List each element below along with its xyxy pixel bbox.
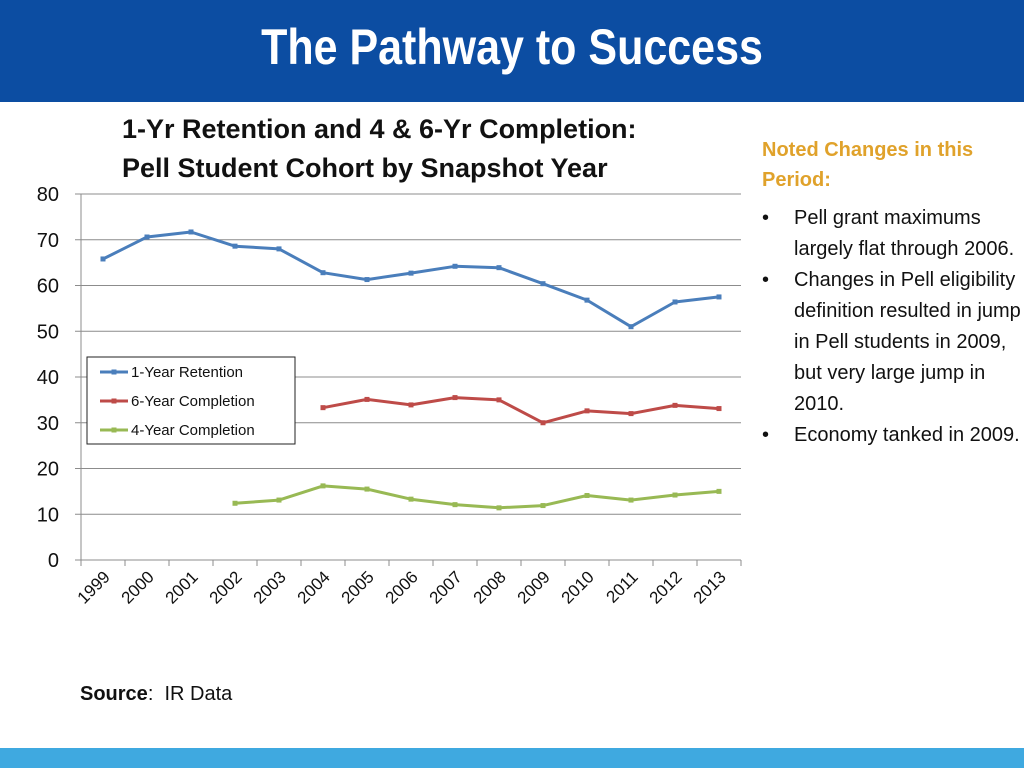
data-point xyxy=(496,397,502,403)
y-tick-label: 50 xyxy=(37,321,59,343)
data-point xyxy=(276,246,282,252)
y-tick-label: 20 xyxy=(37,459,59,481)
data-point xyxy=(716,406,722,412)
data-point xyxy=(540,420,546,426)
data-point xyxy=(452,395,458,401)
x-tick-label: 2002 xyxy=(206,567,246,607)
legend-marker xyxy=(111,398,117,404)
header-bar: The Pathway to Success xyxy=(0,0,1024,102)
data-point xyxy=(364,277,370,283)
data-point xyxy=(496,265,502,271)
note-item: • Pell grant maximums largely flat throug… xyxy=(760,203,1022,265)
data-point xyxy=(496,505,502,511)
x-tick-label: 2013 xyxy=(690,567,730,607)
data-point xyxy=(100,256,106,262)
y-tick-label: 0 xyxy=(48,550,59,572)
data-point xyxy=(408,496,414,502)
data-point xyxy=(276,497,282,503)
data-point xyxy=(628,324,634,330)
x-tick-label: 2006 xyxy=(382,567,422,607)
data-point xyxy=(232,243,238,249)
series-line xyxy=(102,230,720,329)
data-point xyxy=(452,502,458,508)
data-point xyxy=(672,492,678,498)
data-point xyxy=(716,294,722,300)
data-point xyxy=(540,281,546,287)
chart-legend: 1-Year Retention 6-Year Completion 4-Year … xyxy=(86,356,296,445)
legend-label: 6-Year Completion xyxy=(131,393,255,410)
data-point xyxy=(320,483,326,489)
data-point xyxy=(452,263,458,269)
note-text: Changes in Pell eligibility definition r… xyxy=(794,269,1021,415)
x-tick-label: 1999 xyxy=(74,567,114,607)
y-tick-label: 10 xyxy=(37,504,59,526)
data-point xyxy=(364,396,370,402)
x-tick-label: 2009 xyxy=(514,567,554,607)
data-point xyxy=(320,270,326,276)
chart-series xyxy=(100,229,722,511)
data-point xyxy=(716,488,722,494)
data-point xyxy=(584,297,590,303)
chart-title: 1-Yr Retention and 4 & 6-Yr Completion: … xyxy=(122,110,742,188)
data-point xyxy=(144,234,150,240)
data-point xyxy=(628,411,634,417)
source-label: Source xyxy=(80,683,148,705)
data-point xyxy=(584,492,590,498)
y-tick-label: 30 xyxy=(37,413,59,435)
y-tick-label: 70 xyxy=(37,230,59,252)
x-tick-label: 2003 xyxy=(250,567,290,607)
legend-label: 1-Year Retention xyxy=(131,364,243,381)
note-text: Economy tanked in 2009. xyxy=(794,424,1020,446)
series-line xyxy=(234,484,720,510)
x-tick-label: 2008 xyxy=(470,567,510,607)
data-point xyxy=(320,405,326,411)
slide-title: The Pathway to Success xyxy=(261,19,763,75)
data-point xyxy=(364,486,370,492)
data-point xyxy=(540,503,546,509)
chart-title-line-2: Pell Student Cohort by Snapshot Year xyxy=(122,153,608,183)
series-line xyxy=(322,396,720,425)
notes-heading: Noted Changes in this Period: xyxy=(762,139,974,191)
data-point xyxy=(672,402,678,408)
data-point xyxy=(628,497,634,503)
source-note: Source: IR Data xyxy=(80,683,232,706)
y-tick-label: 80 xyxy=(37,184,59,206)
footer-bar xyxy=(0,748,1024,768)
bullet: • xyxy=(762,424,770,446)
source-text: IR Data xyxy=(164,683,233,705)
legend-marker xyxy=(111,427,117,433)
source-separator: : xyxy=(147,683,154,705)
data-point xyxy=(584,408,590,414)
x-tick-label: 2000 xyxy=(118,567,158,607)
x-tick-label: 2004 xyxy=(294,567,334,607)
notes-list: • Pell grant maximums largely flat throug… xyxy=(760,203,1022,451)
data-point xyxy=(188,229,194,235)
bullet: • xyxy=(762,269,770,291)
note-item: • Changes in Pell eligibility definition … xyxy=(760,265,1022,420)
x-tick-label: 2012 xyxy=(646,567,686,607)
x-tick-label: 2005 xyxy=(338,567,378,607)
data-point xyxy=(232,500,238,506)
x-tick-label: 2010 xyxy=(558,567,598,607)
note-text: Pell grant maximums largely flat through… xyxy=(794,207,1015,260)
y-tick-label: 60 xyxy=(37,276,59,298)
x-tick-label: 2011 xyxy=(603,567,642,606)
data-point xyxy=(672,299,678,305)
legend-label: 4-Year Completion xyxy=(131,422,255,439)
x-tick-label: 2001 xyxy=(162,567,202,607)
data-point xyxy=(408,402,414,408)
bullet: • xyxy=(762,207,770,229)
x-tick-label: 2007 xyxy=(426,567,466,607)
note-item: • Economy tanked in 2009. xyxy=(760,420,1022,451)
y-tick-label: 40 xyxy=(37,367,59,389)
data-point xyxy=(408,270,414,276)
chart-gridlines xyxy=(81,193,741,515)
chart-title-line-1: 1-Yr Retention and 4 & 6-Yr Completion: xyxy=(122,114,637,144)
legend-marker xyxy=(111,369,117,375)
